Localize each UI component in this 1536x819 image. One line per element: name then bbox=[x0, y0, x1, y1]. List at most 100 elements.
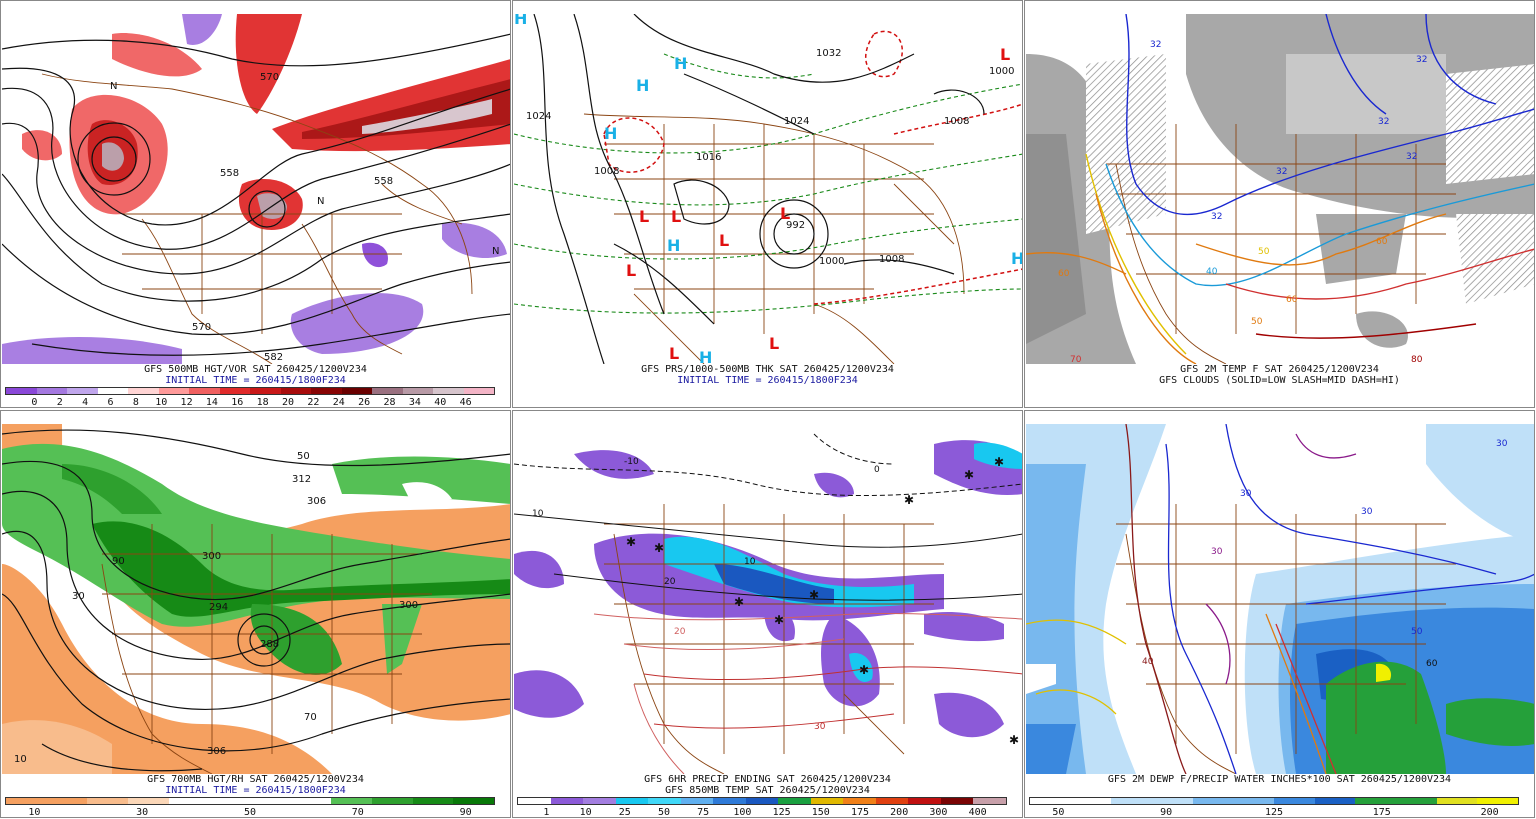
panel-pressure-thickness[interactable]: 1024 1032 1024 1016 1008 1000 1008 992 1… bbox=[512, 0, 1023, 408]
colorbar-segment bbox=[875, 798, 909, 804]
colorbar-segment bbox=[412, 798, 454, 804]
colorbar-segment bbox=[745, 798, 779, 804]
colorbar-tick-label: 50 bbox=[1052, 807, 1065, 818]
colorbar-segment bbox=[680, 798, 714, 804]
panel-title: GFS 500MB HGT/VOR SAT 260425/1200V234 bbox=[144, 364, 367, 375]
vorticity-shading bbox=[2, 14, 510, 364]
colorbar-segment bbox=[341, 388, 372, 394]
temp-label: 32 bbox=[1416, 55, 1427, 65]
height-label: 306 bbox=[307, 496, 326, 507]
colorbar-segment bbox=[1233, 798, 1275, 804]
high-pressure-marker: H bbox=[604, 124, 617, 143]
temp-label: 10 bbox=[532, 509, 544, 519]
geography-borders bbox=[1116, 504, 1456, 774]
colorbar-segment bbox=[908, 798, 941, 804]
colorbar-segment bbox=[168, 798, 210, 804]
colorbar-segment bbox=[1477, 798, 1519, 804]
rh-label: 70 bbox=[304, 712, 317, 723]
colorbar-segment bbox=[1274, 798, 1315, 804]
colorbar-tick-label: 18 bbox=[256, 397, 269, 408]
temp-label: 0 bbox=[874, 465, 880, 475]
colorbar-segment bbox=[463, 388, 494, 394]
colorbar-vorticity bbox=[5, 387, 495, 395]
panel-precip-850-temp[interactable]: 10 20 0 -10 20 30 10 ✱ ✱ ✱ ✱ ✱ ✱ ✱ ✱ ✱ ✱ GFS 6H… bbox=[512, 410, 1023, 818]
panel-title: GFS 700MB HGT/RH SAT 260425/1200V234 bbox=[147, 774, 364, 785]
colorbar-segment bbox=[46, 798, 88, 804]
panel-500mb-height-vorticity[interactable]: 570 558 558 570 582 N N N GFS 500MB HGT/… bbox=[0, 0, 511, 408]
panel-title: GFS PRS/1000-500MB THK SAT 260425/1200V2… bbox=[641, 364, 894, 375]
colorbar-segment bbox=[778, 798, 811, 804]
contour-label: 558 bbox=[374, 176, 393, 187]
high-pressure-centers: H H H H H H H bbox=[514, 14, 1022, 364]
colorbar-segment bbox=[250, 798, 291, 804]
colorbar-tick-label: 25 bbox=[618, 807, 631, 818]
temp-label: 32 bbox=[1276, 167, 1287, 177]
dewpoint-label: 30 bbox=[1496, 439, 1508, 449]
height-contours bbox=[2, 429, 510, 772]
low-pressure-marker: L bbox=[719, 231, 729, 250]
temp-label: 32 bbox=[1378, 117, 1389, 127]
temp-label: 70 bbox=[1070, 355, 1082, 364]
colorbar-segment bbox=[1030, 798, 1071, 804]
temp-label: 32 bbox=[1150, 40, 1161, 50]
colorbar-segment bbox=[940, 798, 974, 804]
colorbar-segment bbox=[87, 798, 129, 804]
temperature-labels: 32 32 32 32 32 32 40 50 60 60 70 80 60 5… bbox=[1058, 40, 1427, 364]
dewpoint-label: 30 bbox=[1211, 547, 1223, 557]
height-label: 300 bbox=[202, 551, 221, 562]
temp-label: 32 bbox=[1211, 212, 1222, 222]
colorbar-segment bbox=[973, 798, 1006, 804]
panel-2m-temp-clouds[interactable]: 32 32 32 32 32 32 40 50 60 60 70 80 60 5… bbox=[1024, 0, 1535, 408]
colorbar-segment bbox=[713, 798, 746, 804]
svg-text:✱: ✱ bbox=[1009, 733, 1019, 747]
colorbar-tick-label: 14 bbox=[205, 397, 218, 408]
colorbar-tick-label: 28 bbox=[383, 397, 396, 408]
low-pressure-marker: L bbox=[669, 344, 679, 363]
svg-text:✱: ✱ bbox=[734, 595, 744, 609]
temp-label: 30 bbox=[814, 722, 826, 732]
map-dewpoint-pwat: 30 30 40 50 30 60 30 bbox=[1026, 424, 1534, 774]
map-2m-temp-clouds: 32 32 32 32 32 32 40 50 60 60 70 80 60 5… bbox=[1026, 14, 1534, 364]
colorbar-segment bbox=[97, 388, 128, 394]
map-pressure-thickness: 1024 1032 1024 1016 1008 1000 1008 992 1… bbox=[514, 14, 1022, 364]
colorbar-segment bbox=[128, 388, 159, 394]
isobars bbox=[533, 14, 985, 364]
high-pressure-marker: H bbox=[514, 14, 527, 28]
dewpoint-label: 30 bbox=[1240, 489, 1252, 499]
colorbar-tick-label: 10 bbox=[155, 397, 168, 408]
colorbar-tick-label: 10 bbox=[579, 807, 592, 818]
colorbar-ticks: 0 2 4 6 8 10 12 14 16 18 20 22 24 26 28 34 40 46 bbox=[5, 397, 495, 408]
temp-label: 20 bbox=[674, 627, 686, 637]
rh-label: 50 bbox=[297, 451, 310, 462]
panel-700mb-height-rh[interactable]: 312 306 300 294 288 300 306 50 90 10 70 … bbox=[0, 410, 511, 818]
colorbar-tick-label: 20 bbox=[282, 397, 295, 408]
thickness-contours bbox=[514, 53, 1022, 314]
colorbar-segment bbox=[648, 798, 681, 804]
colorbar-segment bbox=[615, 798, 649, 804]
temp-label: 50 bbox=[1251, 317, 1263, 327]
initial-time: INITIAL TIME = 260415/1800F234 bbox=[165, 785, 346, 796]
temp-label: 20 bbox=[664, 577, 676, 587]
colorbar-ticks: 1 10 25 50 75 100 125 150 175 200 300 400 bbox=[517, 807, 1007, 818]
rh-label: 30 bbox=[72, 591, 85, 602]
high-pressure-marker: H bbox=[699, 348, 712, 364]
colorbar-tick-label: 90 bbox=[1160, 807, 1173, 818]
geography-borders bbox=[604, 504, 944, 774]
colorbar-tick-label: 50 bbox=[657, 807, 671, 818]
high-pressure-marker: H bbox=[636, 76, 649, 95]
panel-dewpoint-precip-water[interactable]: 30 30 40 50 30 60 30 GFS 2M DEWP F/PRECI… bbox=[1024, 410, 1535, 818]
isobar-label: 1008 bbox=[879, 254, 904, 265]
colorbar-tick-label: 40 bbox=[434, 397, 447, 408]
colorbar-segment bbox=[1111, 798, 1153, 804]
colorbar-tick-label: 12 bbox=[180, 397, 193, 408]
temp-labels: 10 20 0 -10 20 30 10 bbox=[532, 457, 880, 732]
geography-borders bbox=[101, 524, 432, 774]
temp-label: 50 bbox=[1258, 247, 1270, 257]
contour-label: 558 bbox=[220, 168, 239, 179]
dewpoint-label: 60 bbox=[1426, 659, 1438, 669]
thickness-contours-red bbox=[603, 30, 1022, 305]
svg-text:✱: ✱ bbox=[994, 455, 1004, 469]
colorbar-segment bbox=[843, 798, 876, 804]
snow-symbols: ✱ ✱ ✱ ✱ ✱ ✱ ✱ ✱ ✱ ✱ bbox=[626, 455, 1019, 747]
dewpoint-labels: 30 30 40 50 30 60 30 bbox=[1142, 439, 1508, 669]
